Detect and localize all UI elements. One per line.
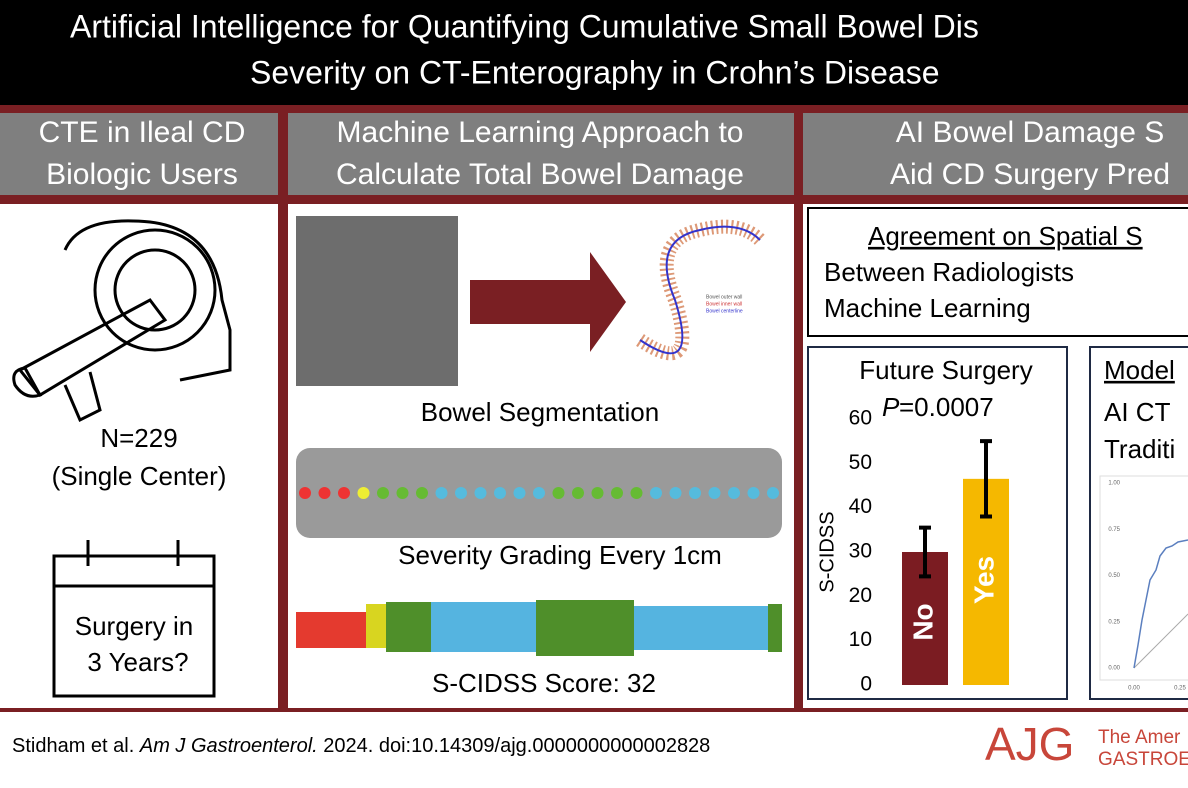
step-label: S-CIDSS Score: 32 [432,668,656,698]
roc-x-tick: 0.25 [1174,686,1186,692]
roc-y-tick: 1.00 [1108,481,1120,487]
agreement-line: Machine Learning [824,293,1031,323]
step-label: Severity Grading Every 1cm [398,540,722,570]
model-box [1089,346,1188,700]
title: Artificial Intelligence for Quantifying … [70,8,979,44]
dot [728,487,740,499]
y-tick-label: 20 [849,584,872,607]
error-bar [980,439,992,519]
dot [591,487,604,499]
heading-box [803,113,1188,195]
dot [650,487,662,499]
dot [611,487,623,499]
roc-plot [1099,475,1188,681]
cohort-site: (Single Center) [52,461,227,491]
p-label: P [882,392,900,422]
citation-details: 2024. doi:10.14309/ajg.0000000000002828 [323,735,710,757]
mesh-legend: Bowel inner wall [706,301,742,307]
error-bar [919,525,931,579]
dot [494,487,506,499]
panel-heading: AI Bowel Damage S [896,116,1164,149]
model-line: AI CT [1104,397,1171,427]
model-line: Traditi [1104,434,1175,464]
chart-box [807,346,1068,700]
agreement-title: Agreement on Spatial S [868,221,1143,251]
dot [299,487,311,499]
bowel-model [296,600,782,656]
dot [533,487,545,499]
dot [357,487,370,499]
panel-heading: Aid CD Surgery Pred [890,158,1170,191]
dot [396,487,409,499]
chart-title: Future Surgery [859,355,1032,385]
panel-heading: CTE in Ileal CD [39,116,246,149]
citation-journal: Am J Gastroenterol. [139,735,318,757]
dot [767,487,779,499]
panel-heading: Machine Learning Approach to [337,116,744,149]
panel-heading: Biologic Users [46,158,238,191]
y-tick-label: 60 [849,407,872,430]
model-title: Model [1104,355,1175,385]
arrow [470,252,626,352]
dot [435,487,448,499]
panel-heading: Calculate Total Bowel Damage [336,158,744,191]
dot [669,487,682,499]
heading-box [0,113,278,195]
dot [377,487,389,499]
roc-diagonal [1133,613,1188,669]
dot [630,487,643,499]
roc-y-tick: 0.00 [1108,666,1120,672]
dot [747,487,760,499]
question: 3 Years? [87,647,188,677]
question: Surgery in [75,611,194,641]
severity-dots [299,487,779,499]
y-tick-label: 10 [849,628,872,651]
y-tick-label: 40 [849,495,872,518]
dot [455,487,467,499]
dot [689,487,701,499]
dot [513,487,526,499]
agreement-box [807,207,1188,337]
roc-x-tick: 0.00 [1128,686,1140,692]
y-tick-label: 30 [849,540,872,563]
mesh-legend: Bowel centerline [706,308,743,314]
dot [338,487,350,499]
roc-y-tick: 0.25 [1108,619,1120,625]
roc-y-tick: 0.75 [1108,527,1120,533]
dot [572,487,584,499]
header-bar [0,0,1188,105]
y-tick-label: 50 [849,451,872,474]
dot [416,487,428,499]
ct-scanner-icon [12,219,232,423]
panel [0,204,278,708]
roc-curve [1133,539,1188,669]
category-label: Yes [968,556,999,604]
ct-image [296,216,458,386]
y-axis-label: S-CIDSS [816,511,838,592]
centerline [639,225,761,355]
agreement-line: Between Radiologists [824,257,1074,287]
dot [708,487,721,499]
heading-box [288,113,794,195]
calendar-icon [52,540,216,698]
category-label: No [907,603,938,640]
roc-y-tick: 0.50 [1108,573,1120,579]
citation: Stidham et al. Am J Gastroenterol. 2024.… [12,735,710,757]
title: Severity on CT-Enterography in Crohn’s D… [250,54,940,90]
dot [552,487,565,499]
dot [318,487,331,499]
logo-mark: AJG [985,718,1074,770]
logo-text: GASTROE [1098,749,1188,770]
mesh-legend: Bowel outer wall [706,294,742,300]
p-value: =0.0007 [899,392,994,422]
citation-authors: Stidham et al. [12,735,134,757]
logo-text: The Amer [1098,727,1181,748]
dot [474,487,487,499]
cohort-size: N=229 [100,423,177,453]
y-tick-label: 0 [860,673,872,696]
step-label: Bowel Segmentation [421,397,659,427]
